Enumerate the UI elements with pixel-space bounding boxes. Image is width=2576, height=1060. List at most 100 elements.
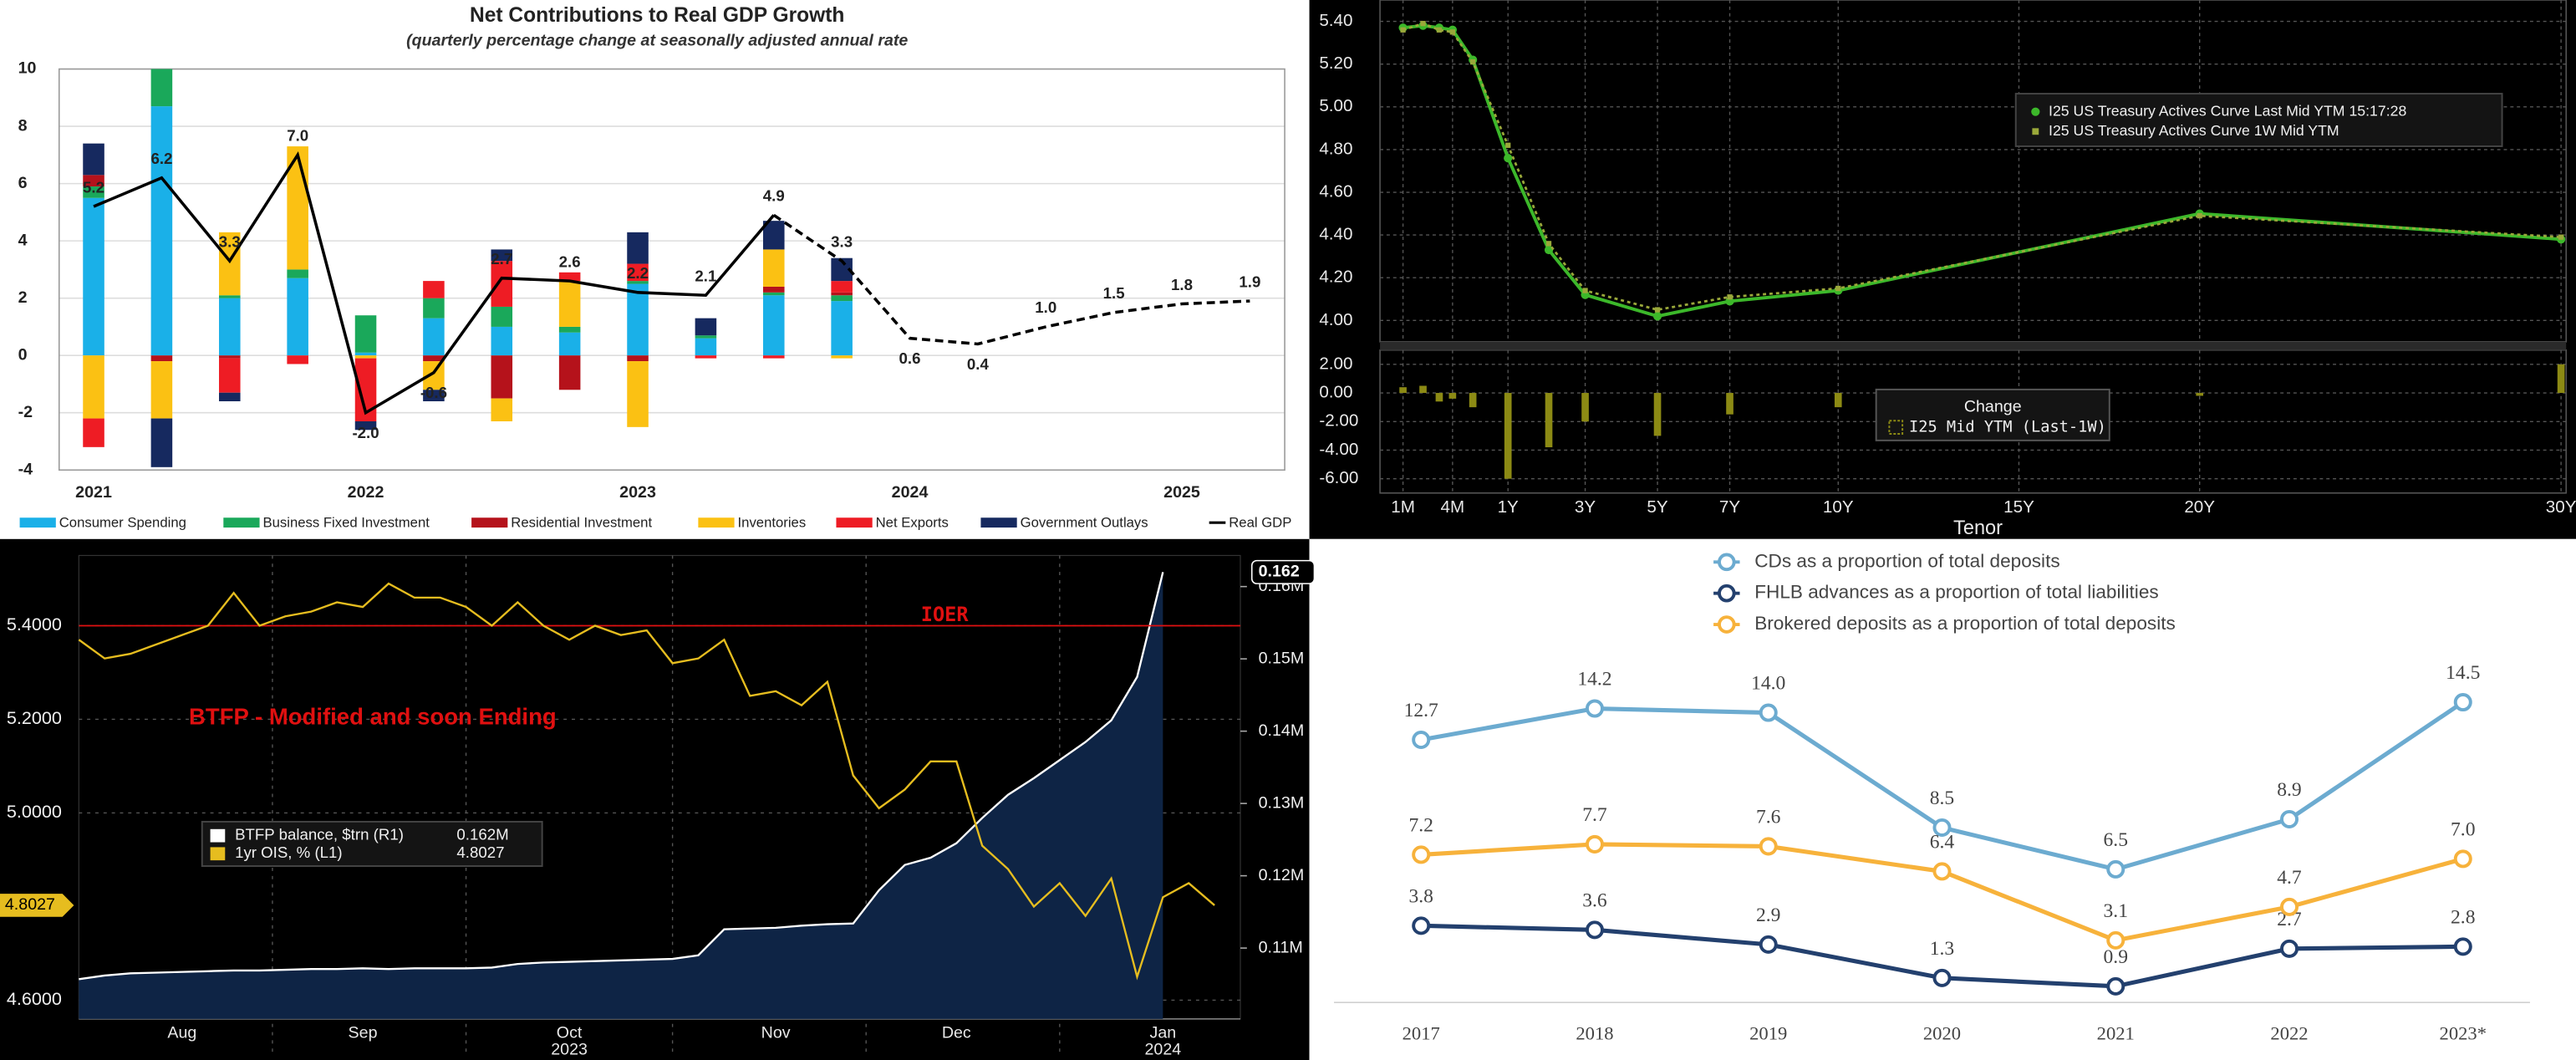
y-tick-label: 5.0000 <box>7 801 62 822</box>
legend-label: I25 US Treasury Actives Curve Last Mid Y… <box>2049 102 2406 119</box>
series-point <box>2453 693 2472 712</box>
series-point <box>1585 699 1604 718</box>
change-bar <box>1435 393 1443 402</box>
data-label: 7.0 <box>2451 818 2475 840</box>
x-tick-label: 4M <box>1441 497 1465 517</box>
data-label: 1.8 <box>1171 276 1193 293</box>
bar-segment <box>423 298 445 319</box>
gdp-line <box>93 151 776 415</box>
y-tick-label: -2.00 <box>1319 411 1358 431</box>
bar-segment <box>831 295 853 302</box>
legend-swatch <box>836 517 873 528</box>
data-label: 0.9 <box>2104 946 2128 968</box>
y2-tick-label: 0.14M <box>1259 721 1305 740</box>
y-tick-label: -2 <box>18 403 33 421</box>
x-tick-label: 5Y <box>1647 497 1667 517</box>
series-point <box>2106 976 2125 996</box>
data-label: 7.7 <box>1582 804 1607 826</box>
bar-segment <box>627 361 649 427</box>
series-point <box>1759 837 1778 856</box>
data-label: 7.2 <box>1408 814 1433 836</box>
bar-segment <box>558 272 581 282</box>
data-label: 8.9 <box>2277 779 2301 801</box>
bar-segment <box>423 355 445 362</box>
y-tick-label: 8 <box>18 116 28 135</box>
legend-label: Brokered deposits as a proportion of tot… <box>1754 613 2176 634</box>
series-point <box>1759 703 1778 722</box>
y-tick-label: 5.4000 <box>7 614 62 634</box>
bar-segment <box>491 355 513 399</box>
legend-label: Government Outlays <box>1021 515 1148 531</box>
bar-segment <box>150 69 173 107</box>
bar-segment <box>150 355 173 362</box>
bar-segment <box>219 298 241 356</box>
series-point <box>2453 849 2472 869</box>
data-label: 3.8 <box>1408 885 1433 907</box>
curve-point <box>1505 142 1511 148</box>
bar-segment <box>423 390 445 402</box>
bar-segment <box>763 355 785 359</box>
plot-area <box>1379 0 2567 343</box>
x-tick-label: 2022 <box>348 483 384 502</box>
y-tick-label: 4.80 <box>1319 139 1352 158</box>
bar-segment <box>695 335 717 339</box>
legend-label: Business Fixed Investment <box>262 515 430 531</box>
data-label: 6.2 <box>150 150 172 167</box>
curve-point <box>2197 212 2202 219</box>
series-point <box>2280 809 2299 828</box>
x-tick-label: 2021 <box>75 483 112 502</box>
data-label: 12.7 <box>1404 700 1438 721</box>
curve-point <box>1835 285 1841 292</box>
y-tick-label: 4.00 <box>1319 310 1352 329</box>
bar-segment <box>831 301 853 356</box>
y2-tick-label: 0.12M <box>1259 866 1305 884</box>
data-label: -2.0 <box>352 424 379 441</box>
data-label: 3.1 <box>2104 900 2128 922</box>
y-tick-label: -4.00 <box>1319 440 1358 459</box>
legend-swatch <box>980 517 1017 528</box>
curve-point <box>1400 27 1406 33</box>
data-label: 2.1 <box>695 268 716 285</box>
legend-value: 4.8027 <box>456 843 504 861</box>
x-tick-label: 7Y <box>1719 497 1740 517</box>
data-label: 1.5 <box>1103 284 1125 302</box>
y-tick-label: 5.00 <box>1319 96 1352 115</box>
series-point <box>2280 939 2299 958</box>
legend-swatch <box>471 517 508 528</box>
bar-segment <box>763 295 785 356</box>
x-tick-label: Dec <box>942 1024 971 1042</box>
y-tick-label: 10 <box>18 59 37 78</box>
series-point <box>2106 859 2125 879</box>
x-tick-label: 2021 <box>2097 1023 2135 1044</box>
y-tick-label: 0 <box>18 345 28 364</box>
bar-segment <box>695 355 717 359</box>
bar-segment <box>219 355 241 359</box>
bar-segment <box>831 292 853 296</box>
curve-point <box>2558 234 2564 240</box>
bar-segment <box>354 420 377 431</box>
y-tick-label: 2 <box>18 288 28 307</box>
y-tick-label: 0.00 <box>1319 382 1352 401</box>
y2-tick-label: 0.11M <box>1259 938 1303 956</box>
data-label: 1.0 <box>1035 298 1056 316</box>
bar-segment <box>763 286 785 293</box>
y-tick-label: 5.40 <box>1319 11 1352 30</box>
data-label: 7.0 <box>287 127 308 145</box>
bar-segment <box>83 418 104 447</box>
bar-segment <box>695 318 717 336</box>
curve-point <box>1582 288 1588 293</box>
bar-segment <box>83 197 104 356</box>
change-bar <box>1653 393 1662 436</box>
data-label: 3.3 <box>831 232 853 250</box>
x-tick-label: 15Y <box>2003 497 2034 517</box>
change-bar <box>1581 393 1589 422</box>
x-tick-label: Nov <box>761 1024 791 1042</box>
bar-segment <box>354 315 377 353</box>
btfp-line <box>79 572 1164 981</box>
chart-title: Net Contributions to Real GDP Growth <box>470 4 844 27</box>
bar-segment <box>695 338 717 356</box>
bar-segment <box>831 281 853 293</box>
curve-point <box>1449 29 1456 35</box>
legend-label: 1yr OIS, % (L1) <box>235 843 343 861</box>
legend-label: Inventories <box>738 515 807 531</box>
